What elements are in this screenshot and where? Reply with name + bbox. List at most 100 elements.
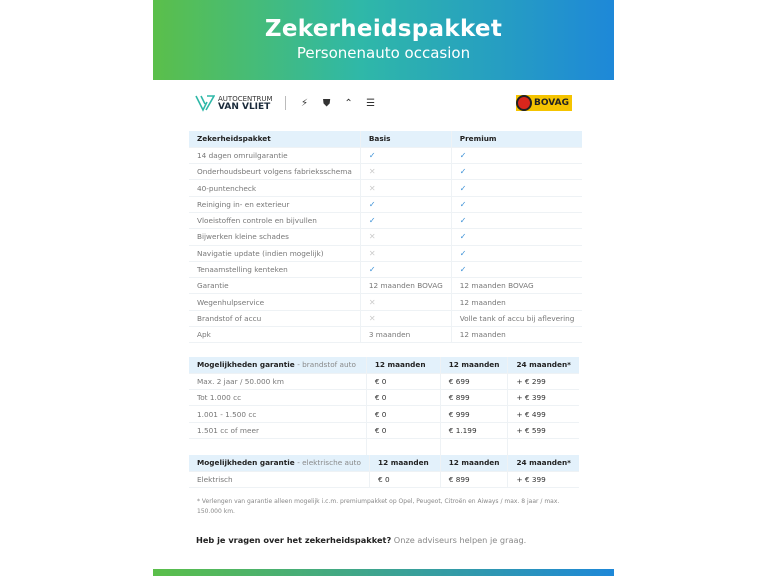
cross-icon: ✕ [368, 167, 376, 177]
table-row: Tot 1.000 cc € 0 € 899 + € 399 [189, 389, 579, 407]
cross-icon: ✕ [368, 297, 376, 307]
table-row: 14 dagen omruilgarantie ✓ ✓ [189, 147, 583, 165]
row-label: Tot 1.000 cc [189, 389, 367, 407]
check-icon: ✓ [459, 150, 467, 160]
bovag-icon [516, 95, 533, 111]
check-icon: ✓ [459, 183, 467, 193]
column-header: Mogelijkheden garantie - elektrische aut… [189, 455, 371, 472]
premium-cell: ✓ [451, 212, 583, 230]
table-row: Vloeistoffen controle en bijvullen ✓ ✓ [189, 212, 583, 230]
check-icon: ✓ [459, 167, 467, 177]
table-row: 1.501 cc of meer € 0 € 1.199 + € 599 [189, 422, 579, 439]
table-row: Apk 3 maanden 12 maanden [189, 326, 583, 344]
premium-cell: 12 maanden BOVAG [451, 277, 583, 295]
column-header: Mogelijkheden garantie - brandstof auto [189, 357, 367, 374]
price-cell: € 0 [369, 471, 441, 489]
table-subtitle: - brandstof auto [297, 360, 356, 370]
price-cell: € 699 [440, 373, 509, 391]
premium-cell: ✓ [451, 196, 583, 213]
price-cell: € 1.199 [440, 422, 509, 439]
table-row: Onderhoudsbeurt volgens fabrieksschema ✕ ✓ [189, 163, 583, 181]
price-cell: € 0 [366, 389, 441, 407]
basis-cell: 12 maanden BOVAG [360, 277, 452, 295]
opel-icon: ⚡ [301, 97, 309, 109]
question-bold: Heb je vragen over het zekerheidspakket? [196, 535, 392, 545]
row-label: Max. 2 jaar / 50.000 km [189, 373, 367, 391]
check-icon: ✓ [368, 199, 376, 209]
premium-cell: ✓ [451, 261, 583, 279]
row-label: 14 dagen omruilgarantie [189, 147, 361, 165]
price-cell: + € 599 [507, 422, 579, 439]
row-label: Onderhoudsbeurt volgens fabrieksschema [189, 163, 361, 181]
table-row: Max. 2 jaar / 50.000 km € 0 € 699 + € 299 [189, 373, 579, 391]
price-cell: € 999 [440, 405, 509, 423]
table-header: Mogelijkheden garantie - brandstof auto 1… [189, 357, 579, 374]
price-cell: € 899 [440, 471, 509, 489]
basis-cell: ✓ [360, 212, 452, 230]
basis-cell: ✕ [360, 245, 452, 262]
column-header: Basis [360, 131, 452, 148]
check-icon: ✓ [459, 232, 467, 242]
column-header: 12 maanden [440, 357, 509, 374]
price-cell: € 0 [366, 405, 441, 423]
premium-cell: 12 maanden [451, 326, 583, 344]
table-header: Zekerheidspakket Basis Premium [189, 131, 583, 148]
basis-cell: ✓ [360, 147, 452, 165]
table-row: 40-puntencheck ✕ ✓ [189, 179, 583, 197]
check-icon: ✓ [368, 150, 376, 160]
footnote: * Verlengen van garantie alleen mogelijk… [197, 498, 560, 515]
table-row: Navigatie update (indien mogelijk) ✕ ✓ [189, 245, 583, 262]
column-header: Premium [451, 131, 583, 148]
table-row: Reiniging in- en exterieur ✓ ✓ [189, 196, 583, 213]
premium-cell: ✓ [451, 147, 583, 165]
check-icon: ✓ [459, 265, 467, 275]
spacer-row [189, 438, 579, 455]
row-label: Wegenhulpservice [189, 293, 361, 311]
dealer-name-line2: VAN VLIET [218, 102, 271, 112]
row-label: Bijwerken kleine schades [189, 228, 361, 246]
bovag-text: BOVAG [534, 98, 569, 108]
column-header: 24 maanden* [507, 455, 579, 472]
table-header: Mogelijkheden garantie - elektrische aut… [189, 455, 579, 472]
row-label: Brandstof of accu [189, 310, 361, 328]
table-row: Bijwerken kleine schades ✕ ✓ [189, 228, 583, 246]
price-cell: + € 499 [507, 405, 579, 423]
row-label: Vloeistoffen controle en bijvullen [189, 212, 361, 230]
price-cell: + € 399 [507, 389, 579, 407]
table-row: Elektrisch € 0 € 899 + € 399 [189, 471, 579, 489]
row-label: Elektrisch [189, 471, 371, 489]
row-label: 40-puntencheck [189, 179, 361, 197]
basis-cell: ✕ [360, 163, 452, 181]
row-label: Reiniging in- en exterieur [189, 196, 361, 213]
basis-cell: 3 maanden [360, 326, 452, 344]
table-row: Garantie 12 maanden BOVAG 12 maanden BOVAG [189, 277, 583, 295]
basis-cell: ✕ [360, 228, 452, 246]
price-cell: € 0 [366, 422, 441, 439]
fuel-warranty-table: Mogelijkheden garantie - brandstof auto 1… [189, 357, 579, 455]
divider [284, 96, 286, 110]
table-title: Mogelijkheden garantie [197, 458, 295, 468]
dealer-name-line1: AUTOCENTRUM [218, 95, 273, 103]
premium-cell: ✓ [451, 163, 583, 181]
basis-cell: ✓ [360, 261, 452, 279]
footer-bar [153, 569, 614, 576]
row-label: Navigatie update (indien mogelijk) [189, 245, 361, 262]
logo-bar: AUTOCENTRUM VAN VLIET ⚡ ⛊ ⌃ ☰ BOVAG [195, 92, 572, 114]
check-icon: ✓ [368, 265, 376, 275]
row-label: Apk [189, 326, 361, 344]
table-row: Tenaamstelling kenteken ✓ ✓ [189, 261, 583, 279]
table-row: Wegenhulpservice ✕ 12 maanden [189, 293, 583, 311]
row-label: 1.501 cc of meer [189, 422, 367, 439]
ds-icon: ☰ [366, 97, 376, 109]
contact-question: Heb je vragen over het zekerheidspakket?… [196, 535, 526, 545]
cross-icon: ✕ [368, 232, 376, 242]
van-vliet-logo-icon [195, 95, 215, 112]
row-label: 1.001 - 1.500 cc [189, 405, 367, 423]
basis-cell: ✕ [360, 293, 452, 311]
premium-cell: ✓ [451, 179, 583, 197]
price-cell: + € 299 [507, 373, 579, 391]
question-rest: Onze adviseurs helpen je graag. [391, 535, 527, 545]
premium-cell: ✓ [451, 245, 583, 262]
document-page: Zekerheidspakket Personenauto occasion A… [153, 0, 614, 576]
check-icon: ✓ [459, 199, 467, 209]
